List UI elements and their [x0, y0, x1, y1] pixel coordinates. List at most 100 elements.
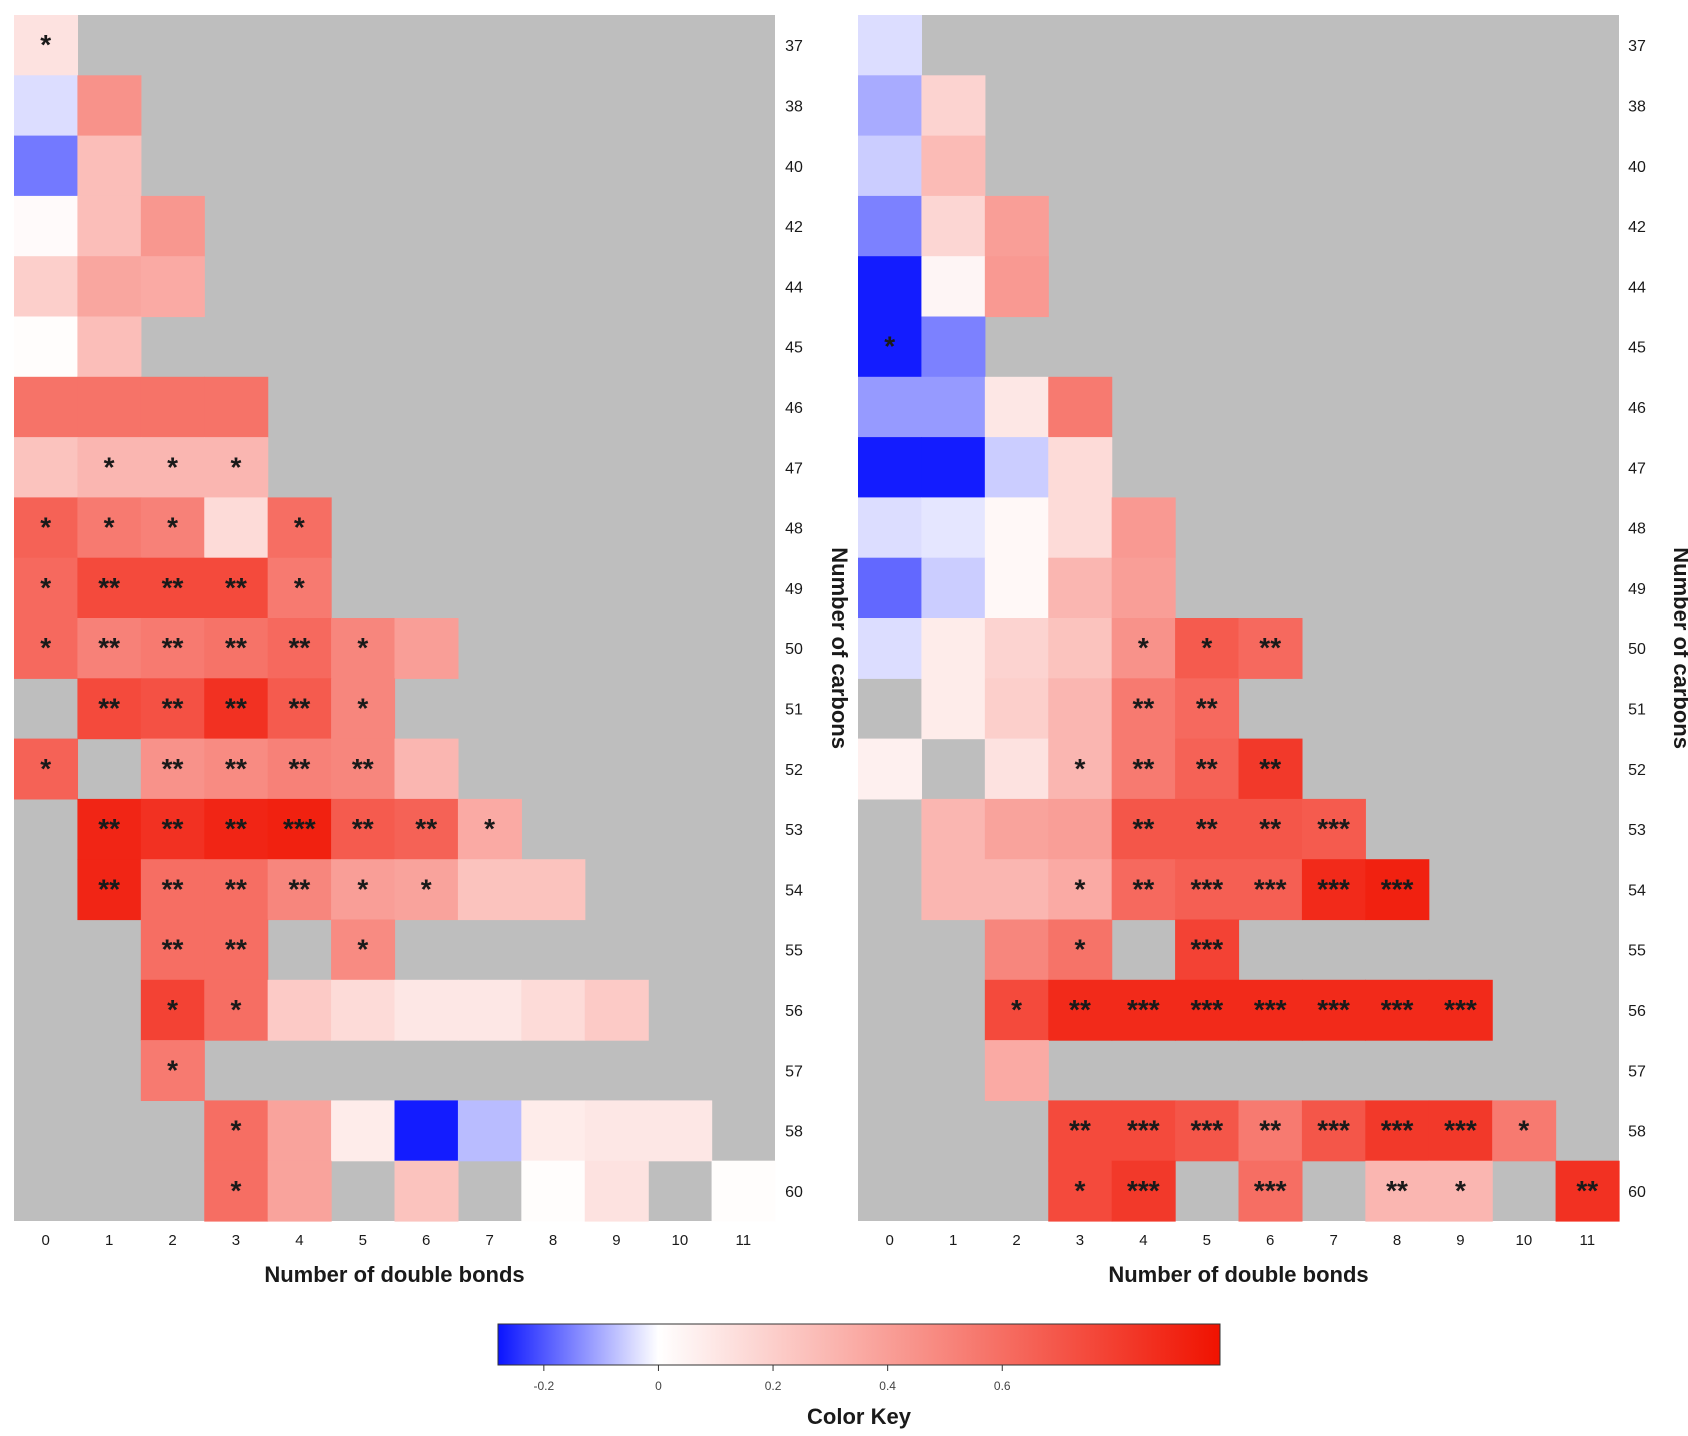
heatmap-cell: [331, 919, 396, 981]
significance-label: *: [1011, 994, 1022, 1025]
heatmap-cell: [77, 316, 142, 378]
heatmap-cell: [1175, 1100, 1240, 1162]
heatmap-cell: [331, 618, 396, 679]
heatmap-cell: [1048, 557, 1113, 619]
significance-label: **: [1132, 692, 1154, 723]
heatmap-cell: [394, 1100, 459, 1162]
heatmap-cell: [14, 256, 79, 318]
heatmap-cell: [858, 738, 923, 800]
significance-label: **: [1196, 692, 1218, 723]
heatmap-cell: [921, 859, 986, 921]
heatmap-cell: [858, 618, 923, 679]
significance-label: *: [167, 994, 178, 1025]
significance-label: *: [1201, 632, 1212, 663]
heatmap-cell: [77, 678, 142, 740]
heatmap-cell: [77, 75, 142, 137]
significance-label: *: [40, 572, 51, 603]
y-tick-label: 58: [785, 1124, 803, 1141]
heatmap-cell: [858, 376, 923, 438]
x-tick-label: 5: [359, 1232, 367, 1249]
heatmap-cell: [1238, 798, 1303, 860]
heatmap-cell: [1175, 618, 1240, 679]
heatmap-cell: [984, 979, 1049, 1041]
significance-label: *: [357, 873, 368, 904]
significance-label: **: [1132, 753, 1154, 784]
significance-label: *: [231, 1115, 242, 1146]
heatmap-cell: [394, 979, 459, 1041]
significance-label: ***: [1190, 994, 1223, 1025]
x-axis-title: Number of double bonds: [1108, 1262, 1368, 1287]
heatmap-cell: [204, 497, 269, 559]
x-tick-label: 4: [295, 1232, 303, 1249]
heatmap-cell: [1048, 979, 1113, 1041]
y-tick-label: 53: [1628, 822, 1646, 839]
significance-label: ***: [1444, 1115, 1477, 1146]
heatmap-cell: [140, 195, 205, 257]
y-tick-label: 46: [785, 400, 803, 417]
significance-label: **: [1069, 1115, 1091, 1146]
heatmap-cell: [984, 618, 1049, 679]
heatmap-cell: [204, 1160, 269, 1222]
significance-label: *: [484, 813, 495, 844]
heatmap-cell: [1238, 1100, 1303, 1162]
heatmap-cell: [858, 75, 923, 137]
significance-label: **: [98, 572, 120, 603]
heatmap-cell: [394, 1160, 459, 1222]
heatmap-cell: [1428, 1160, 1493, 1222]
heatmap-cell: [921, 256, 986, 318]
heatmap-cell: [1048, 798, 1113, 860]
significance-label: **: [1259, 632, 1281, 663]
y-tick-label: 60: [785, 1184, 803, 1201]
significance-label: **: [1386, 1175, 1408, 1206]
significance-label: **: [1259, 813, 1281, 844]
significance-label: **: [1196, 813, 1218, 844]
heatmap-cell: [1175, 979, 1240, 1041]
y-axis-title: Number of carbons: [827, 547, 852, 749]
heatmap-cell: [858, 195, 923, 257]
heatmap-cell: [140, 678, 205, 740]
significance-label: *: [421, 873, 432, 904]
significance-label: ***: [1254, 994, 1287, 1025]
significance-label: *: [231, 451, 242, 482]
significance-label: *: [40, 29, 51, 60]
heatmap-cell: [14, 15, 79, 76]
significance-label: **: [98, 632, 120, 663]
x-tick-label: 1: [949, 1232, 957, 1249]
heatmap-cell: [1111, 618, 1176, 679]
heatmap-cell: [984, 1040, 1049, 1101]
heatmap-cell: [14, 557, 79, 619]
y-tick-label: 53: [785, 822, 803, 839]
significance-label: *: [1075, 934, 1086, 965]
heatmap-cell: [204, 376, 269, 438]
heatmap-cell: [921, 376, 986, 438]
heatmap-cell: [984, 256, 1049, 318]
x-tick-label: 10: [1516, 1232, 1533, 1249]
heatmap-cell: [204, 1100, 269, 1162]
significance-label: *: [167, 1054, 178, 1085]
heatmap-cell: [1555, 1160, 1620, 1222]
heatmap-cell: [584, 1100, 649, 1162]
significance-label: ***: [1190, 1115, 1223, 1146]
y-tick-label: 55: [785, 943, 803, 960]
y-tick-label: 58: [1628, 1124, 1646, 1141]
heatmap-cell: [1111, 497, 1176, 559]
y-tick-label: 51: [785, 701, 803, 718]
significance-label: ***: [1317, 994, 1350, 1025]
significance-label: *: [294, 572, 305, 603]
heatmap-cell: [267, 618, 332, 679]
heatmap-cell: [1048, 859, 1113, 921]
heatmap-cell: [14, 316, 79, 378]
heatmap-cell: [1048, 1100, 1113, 1162]
significance-label: **: [288, 873, 310, 904]
y-tick-label: 38: [785, 98, 803, 115]
heatmap-cell: [267, 497, 332, 559]
y-tick-label: 47: [1628, 460, 1646, 477]
heatmap-cell: [1111, 798, 1176, 860]
significance-label: ***: [1127, 1175, 1160, 1206]
heatmap-cell: [394, 798, 459, 860]
y-tick-label: 52: [1628, 762, 1646, 779]
significance-label: ***: [283, 813, 316, 844]
heatmap-cell: [1301, 1100, 1366, 1162]
x-tick-label: 3: [232, 1232, 240, 1249]
